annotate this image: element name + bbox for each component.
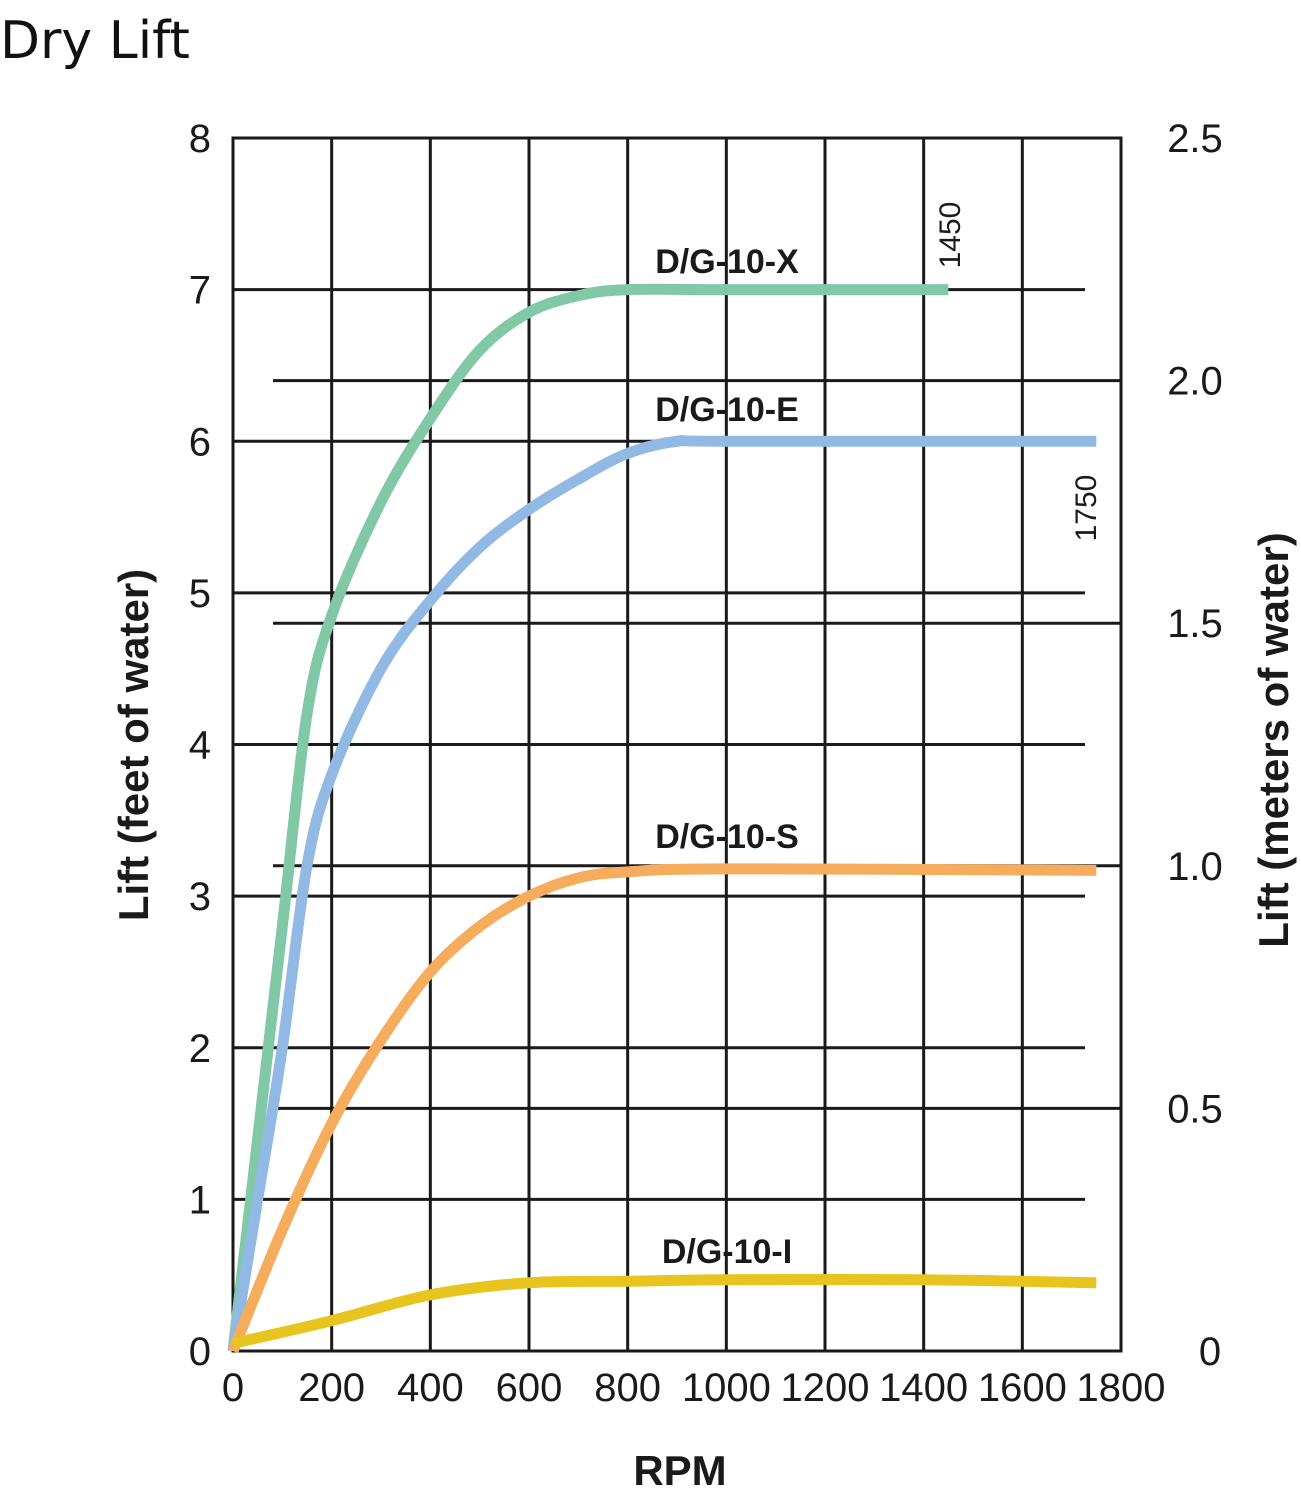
series-line-d-g-10-s bbox=[227, 863, 1097, 1354]
y-tick-label: 0 bbox=[189, 1330, 211, 1374]
series-label-e: D/G-10-E bbox=[655, 391, 799, 429]
chart-title: Dry Lift bbox=[0, 11, 190, 71]
y-right-tick-label: 0 bbox=[1199, 1330, 1221, 1374]
x-tick-label: 1800 bbox=[1077, 1366, 1166, 1410]
grid bbox=[231, 136, 1123, 1353]
y-tick-label: 8 bbox=[189, 117, 211, 161]
x-tick-label: 1600 bbox=[978, 1366, 1067, 1410]
x-tick-label: 400 bbox=[397, 1366, 464, 1410]
x-tick-label: 800 bbox=[594, 1366, 661, 1410]
y-right-tick-label: 1.5 bbox=[1167, 602, 1223, 646]
y-tick-label: 7 bbox=[189, 269, 211, 313]
y-axis-right-label: Lift (meters of water) bbox=[1250, 532, 1297, 947]
series-line-d-g-10-i bbox=[231, 1273, 1097, 1349]
annotation-1450: 1450 bbox=[934, 202, 967, 269]
y-tick-label: 6 bbox=[189, 420, 211, 464]
series-label-s: D/G-10-S bbox=[655, 818, 799, 856]
series-line-d-g-10-e bbox=[227, 434, 1097, 1352]
y-tick-label: 4 bbox=[189, 724, 211, 768]
series-label-x: D/G-10-X bbox=[655, 243, 799, 281]
annotation-1750: 1750 bbox=[1070, 475, 1103, 542]
x-tick-label: 1400 bbox=[879, 1366, 968, 1410]
x-axis-label: RPM bbox=[633, 1447, 726, 1494]
y-right-tick-label: 2.0 bbox=[1167, 360, 1223, 404]
curves bbox=[227, 283, 1097, 1354]
y-right-tick-label: 1.0 bbox=[1167, 845, 1223, 889]
x-tick-label: 200 bbox=[298, 1366, 365, 1410]
y-axis-label: Lift (feet of water) bbox=[110, 569, 157, 921]
x-tick-label: 1000 bbox=[682, 1366, 771, 1410]
plot-frame bbox=[231, 136, 1123, 1353]
y-right-tick-label: 0.5 bbox=[1167, 1087, 1223, 1131]
y-tick-label: 2 bbox=[189, 1027, 211, 1071]
series-line-d-g-10-x bbox=[227, 283, 949, 1352]
series-label-i: D/G-10-I bbox=[662, 1233, 792, 1271]
x-tick-label: 0 bbox=[222, 1366, 244, 1410]
y-tick-label: 1 bbox=[189, 1178, 211, 1222]
tick-labels: 0 200 400 600 800 1000 1200 1400 1600 1800 0 1 2 3 4 5 6… bbox=[189, 117, 1223, 1410]
y-right-tick-label: 2.5 bbox=[1167, 117, 1223, 161]
y-tick-label: 5 bbox=[189, 572, 211, 616]
y-tick-label: 3 bbox=[189, 875, 211, 919]
x-tick-label: 1200 bbox=[781, 1366, 870, 1410]
x-tick-label: 600 bbox=[496, 1366, 563, 1410]
